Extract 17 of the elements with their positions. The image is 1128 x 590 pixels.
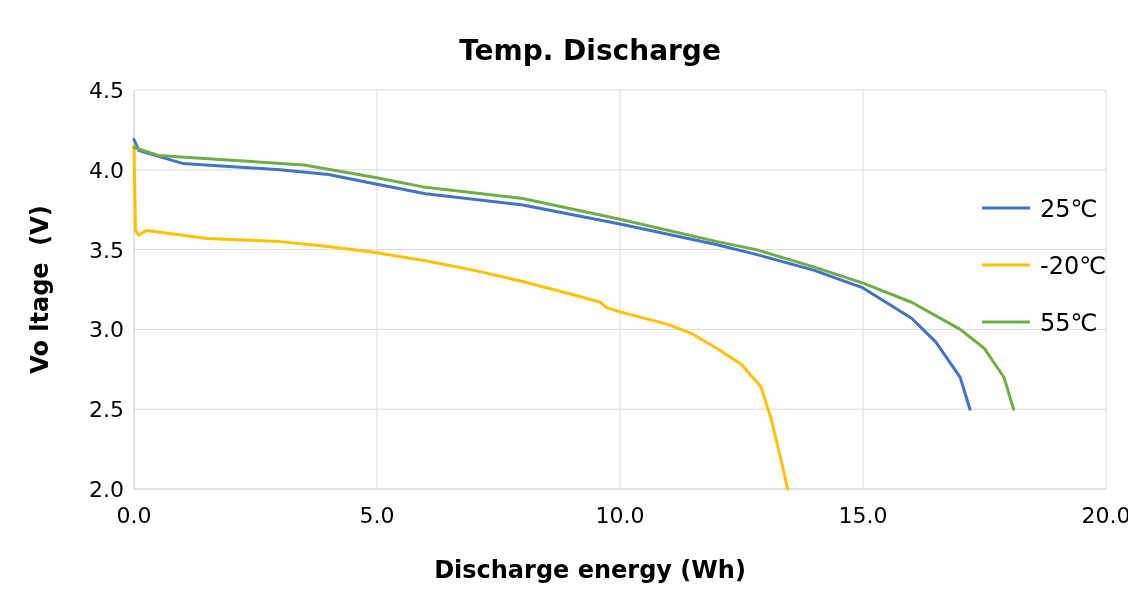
y-tick-label: 4.0: [89, 157, 124, 183]
chart-title: Temp. Discharge: [459, 34, 721, 67]
x-tick-label: 5.0: [359, 503, 395, 528]
x-tick-label: 10.0: [595, 503, 645, 528]
y-tick-label: 3.5: [89, 237, 124, 263]
x-axis-title: Discharge energy (Wh): [434, 556, 746, 584]
y-axis-title: Vo ltage (V): [26, 205, 54, 374]
legend-label: 55℃: [1040, 309, 1098, 337]
legend-label: -20℃: [1040, 252, 1107, 280]
y-tick-label: 4.5: [89, 78, 124, 103]
x-tick-label: 0.0: [116, 503, 152, 528]
line-series: [132, 144, 790, 491]
y-tick-label: 3.0: [89, 317, 124, 343]
legend-label: 25℃: [1040, 195, 1098, 223]
y-tick-label: 2.5: [89, 397, 124, 423]
y-tick-label: 2.0: [89, 477, 124, 502]
x-tick-label: 15.0: [838, 503, 888, 528]
